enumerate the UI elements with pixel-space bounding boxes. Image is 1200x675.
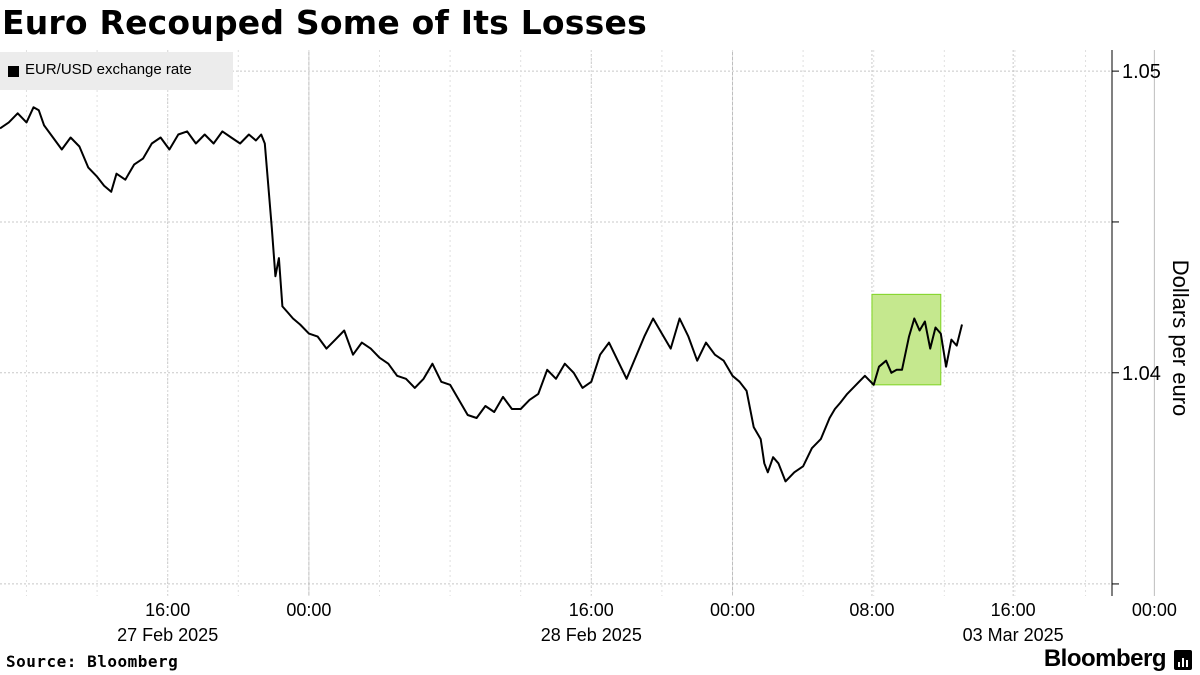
- x-tick-label: 16:00: [569, 600, 614, 620]
- legend-label: EUR/USD exchange rate: [25, 61, 192, 78]
- y-tick-label: 1.05: [1122, 61, 1161, 83]
- bloomberg-terminal-icon: [1174, 650, 1192, 670]
- eurusd-line: [0, 106, 963, 483]
- highlight-layer: [871, 293, 942, 386]
- source-note: Source: Bloomberg: [6, 652, 179, 671]
- y-tick-label: 1.04: [1122, 363, 1161, 385]
- x-axis-labels: 16:00 27 Feb 2025 00:00 16:00 28 Feb 2025 00:…: [117, 600, 1177, 645]
- legend: EUR/USD exchange rate: [0, 52, 233, 90]
- x-tick-label: 16:00: [145, 600, 190, 620]
- y-axis-labels: 1.04 1.05: [1122, 61, 1161, 385]
- x-tick-label: 08:00: [849, 600, 894, 620]
- axes: [1111, 50, 1119, 596]
- x-tick-label: 00:00: [710, 600, 755, 620]
- chart-title: Euro Recouped Some of Its Losses: [2, 3, 647, 42]
- x-date-label: 28 Feb 2025: [541, 625, 642, 645]
- highlight-box: [871, 293, 942, 386]
- legend-swatch: [8, 66, 19, 77]
- y-axis-title: Dollars per euro: [1168, 260, 1193, 417]
- x-date-label: 27 Feb 2025: [117, 625, 218, 645]
- gridlines: [0, 50, 1155, 596]
- x-tick-label: 16:00: [991, 600, 1036, 620]
- x-date-label: 03 Mar 2025: [963, 625, 1064, 645]
- series-layer: [0, 106, 963, 483]
- brand-logo: Bloomberg: [1043, 645, 1167, 672]
- x-tick-label: 00:00: [1132, 600, 1177, 620]
- x-tick-label: 00:00: [286, 600, 331, 620]
